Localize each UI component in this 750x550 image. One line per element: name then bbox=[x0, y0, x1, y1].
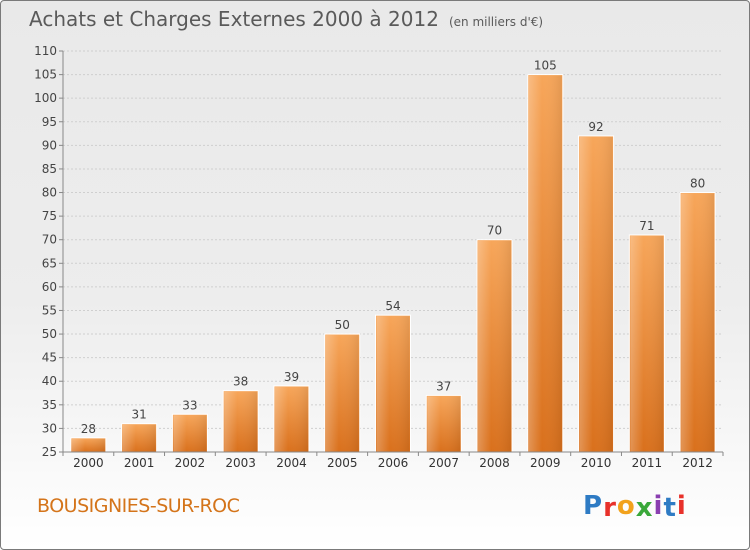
y-tick-label: 75 bbox=[42, 209, 57, 223]
bar-shade-2008 bbox=[478, 240, 512, 452]
data-label-2003: 38 bbox=[233, 375, 248, 389]
bar-shade-2004 bbox=[274, 386, 308, 452]
bars: 28 31 33 38 39 50 54 37 70 105 92 71 80 bbox=[70, 59, 716, 453]
y-axis: 25 30 35 40 45 50 55 60 65 70 75 80 85 90 95 100 105 110 bbox=[34, 44, 64, 459]
y-tick-label: 30 bbox=[42, 421, 57, 435]
logo-letter: P bbox=[583, 491, 604, 521]
y-tick-label: 50 bbox=[42, 327, 57, 341]
bar-shade-2006 bbox=[376, 316, 410, 452]
y-tick-label: 55 bbox=[42, 303, 57, 317]
bar-shade-2005 bbox=[325, 335, 359, 452]
chart-title: Achats et Charges Externes 2000 à 2012 bbox=[29, 7, 439, 31]
y-tick-label: 85 bbox=[42, 162, 57, 176]
y-tick-label: 95 bbox=[42, 115, 57, 129]
y-tick-label: 35 bbox=[42, 398, 57, 412]
y-tick-label: 65 bbox=[42, 256, 57, 270]
y-tick-label: 40 bbox=[42, 374, 57, 388]
y-tick-label: 80 bbox=[42, 186, 57, 200]
y-tick-label: 90 bbox=[42, 138, 57, 152]
bar-shade-2002 bbox=[173, 415, 207, 452]
city-name: BOUSIGNIES-SUR-ROC bbox=[37, 495, 240, 517]
y-tick-label: 25 bbox=[42, 445, 57, 459]
x-tick-label-2011: 2011 bbox=[632, 456, 663, 470]
logo-letter: o bbox=[616, 491, 636, 521]
logo-letter: i bbox=[676, 491, 687, 521]
x-tick-label-2010: 2010 bbox=[581, 456, 612, 470]
x-tick-label-2008: 2008 bbox=[479, 456, 510, 470]
data-label-2011: 71 bbox=[639, 219, 654, 233]
x-tick-label-2004: 2004 bbox=[276, 456, 307, 470]
logo-letter: t bbox=[663, 493, 677, 523]
bar-shade-2000 bbox=[71, 438, 105, 452]
data-label-2010: 92 bbox=[588, 120, 603, 134]
data-label-2005: 50 bbox=[335, 318, 350, 332]
x-tick-label-2002: 2002 bbox=[175, 456, 206, 470]
chart-unit: (en milliers d'€) bbox=[448, 15, 544, 29]
data-label-2006: 54 bbox=[385, 299, 400, 313]
bar-shade-2009 bbox=[528, 75, 562, 453]
x-axis: 2000 2001 2002 2003 2004 2005 2006 2007 2008 2009… bbox=[62, 451, 724, 470]
data-label-2007: 37 bbox=[436, 379, 451, 393]
y-tick-label: 105 bbox=[34, 68, 57, 82]
y-tick-label: 110 bbox=[34, 44, 57, 58]
x-tick-label-2007: 2007 bbox=[428, 456, 459, 470]
x-tick-label-2003: 2003 bbox=[225, 456, 256, 470]
data-label-2000: 28 bbox=[81, 422, 96, 436]
data-label-2009: 105 bbox=[534, 59, 557, 73]
y-tick-label: 70 bbox=[42, 233, 57, 247]
bar-shade-2007 bbox=[427, 396, 461, 452]
proxiti-logo: Proxiti bbox=[583, 491, 687, 523]
x-tick-label-2006: 2006 bbox=[378, 456, 409, 470]
x-tick-label-2012: 2012 bbox=[682, 456, 713, 470]
logo-letter: x bbox=[635, 493, 654, 523]
data-label-2004: 39 bbox=[284, 370, 299, 384]
data-label-2008: 70 bbox=[487, 224, 502, 238]
x-tick-label-2000: 2000 bbox=[73, 456, 104, 470]
y-tick-label: 60 bbox=[42, 280, 57, 294]
logo-letter: r bbox=[603, 493, 617, 523]
x-tick-label-2005: 2005 bbox=[327, 456, 358, 470]
bar-shade-2003 bbox=[224, 391, 258, 452]
data-label-2001: 31 bbox=[132, 408, 147, 422]
logo-letter: i bbox=[653, 491, 664, 521]
data-label-2012: 80 bbox=[690, 177, 705, 191]
chart-title-block: Achats et Charges Externes 2000 à 2012 (e… bbox=[29, 7, 543, 31]
x-tick-label-2001: 2001 bbox=[124, 456, 155, 470]
bar-shade-2010 bbox=[579, 136, 613, 452]
y-tick-label: 100 bbox=[34, 91, 57, 105]
bar-shade-2011 bbox=[630, 235, 664, 452]
y-tick-label: 45 bbox=[42, 351, 57, 365]
data-label-2002: 33 bbox=[182, 398, 197, 412]
bar-shade-2001 bbox=[122, 424, 156, 452]
bar-shade-2012 bbox=[681, 193, 715, 452]
x-tick-label-2009: 2009 bbox=[530, 456, 561, 470]
